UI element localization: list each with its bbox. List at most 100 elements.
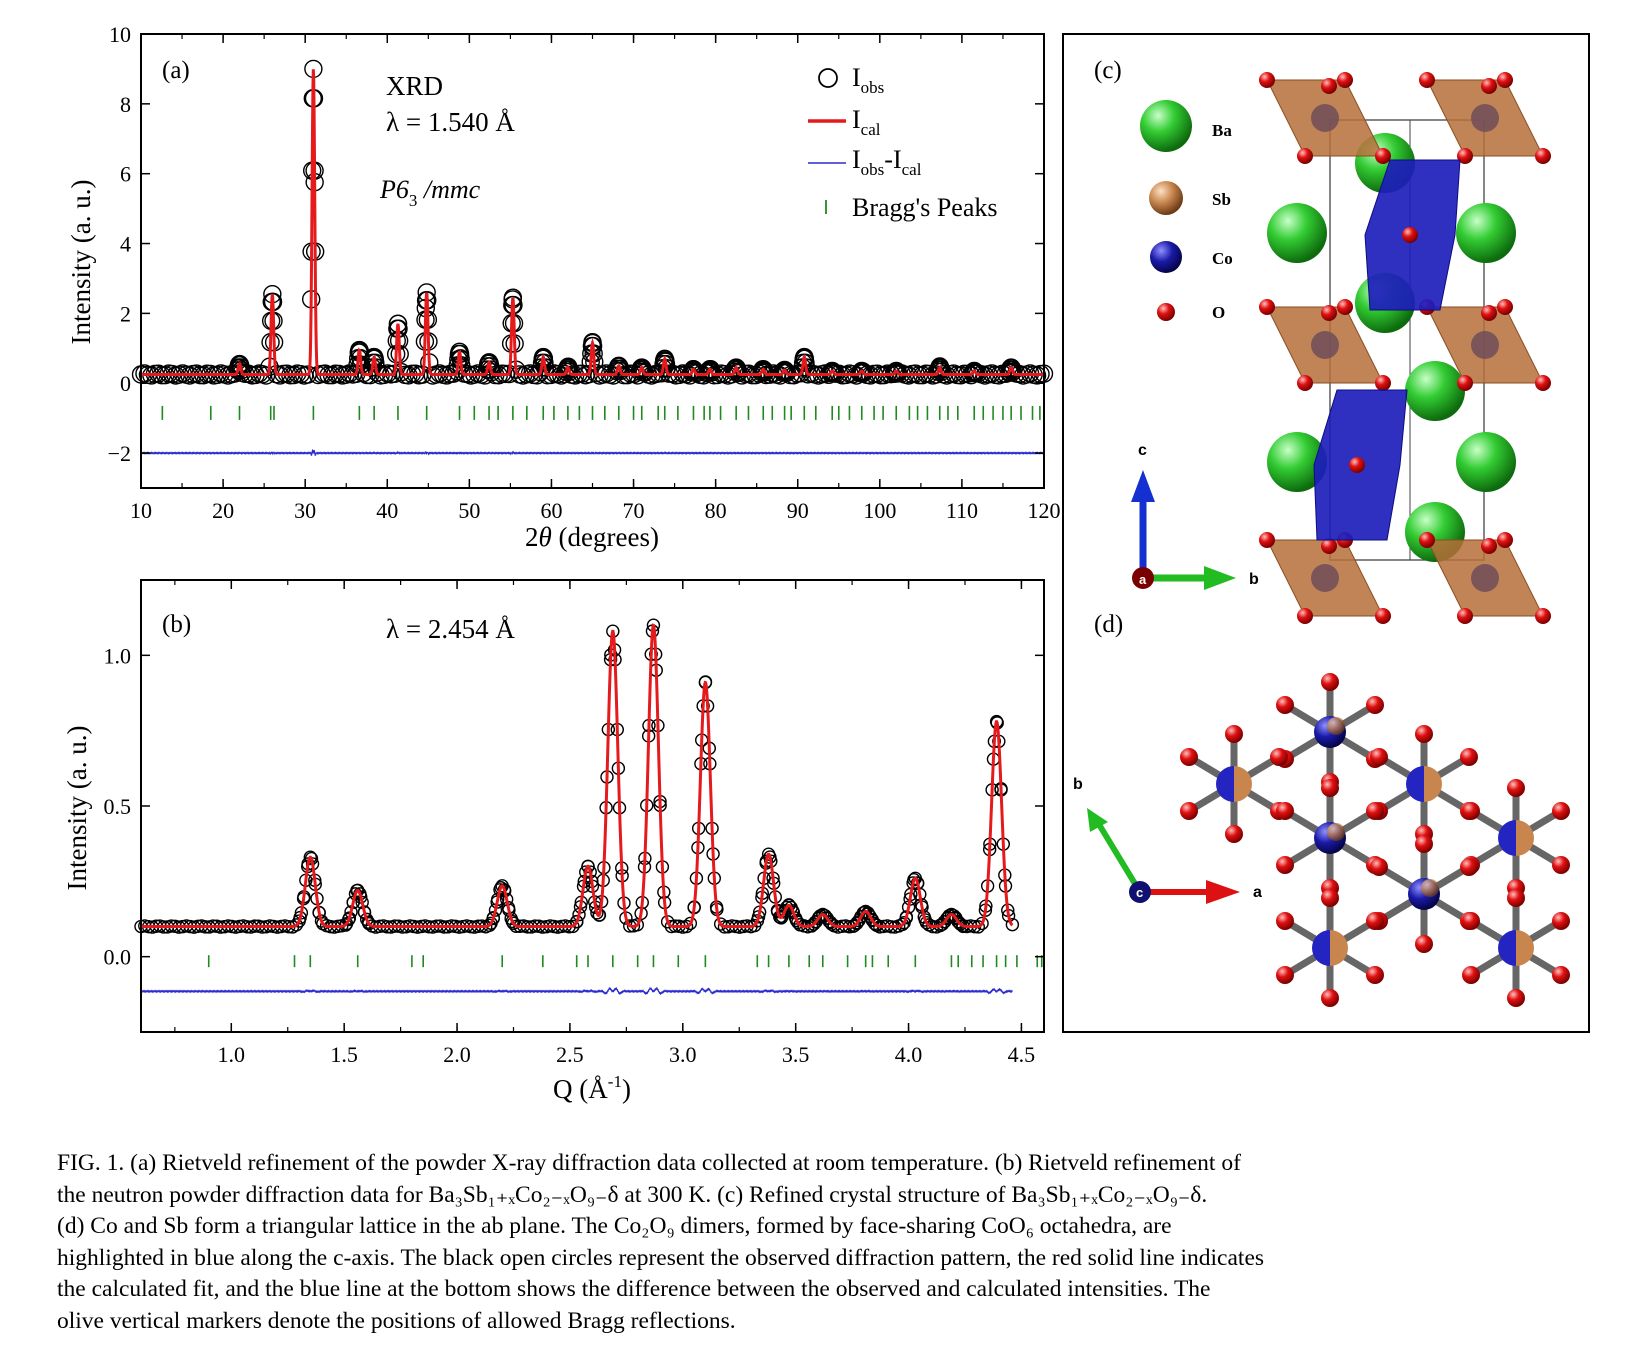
observed-point [728,362,748,381]
o-atom [1552,856,1570,874]
y-tick-label: 8 [120,92,131,117]
o-atom [1375,608,1391,624]
y-tick-label: 10 [109,22,131,47]
x-tick-label: 110 [946,498,978,523]
sb-atom [1311,331,1339,359]
o-atom [1497,72,1513,88]
panel-d-label: (d) [1094,611,1123,638]
o-atom [1321,989,1339,1007]
observed-point [560,362,579,381]
observed-point [481,360,501,379]
o-atom [1460,748,1478,766]
observed-point [919,915,934,930]
panel-a-y-ticks: −2 0 2 4 6 8 10 [108,22,1044,466]
o-atom [1321,305,1337,321]
observed-point [791,915,805,930]
x-tick-label: 3.5 [782,1042,810,1067]
x-tick-label: 50 [458,498,480,523]
caption-line-4: highlighted in blue along the c-axis. Th… [57,1244,1265,1271]
caption-line-5: the calculated fit, and the blue line at… [57,1276,1211,1303]
y-tick-label: 2 [120,301,131,326]
figure-caption: FIG. 1. (a) Rietveld refinement of the p… [57,1148,1592,1338]
axis-c-label: c [1138,442,1147,459]
o-atom [1337,299,1353,315]
observed-point [362,916,376,931]
observed-point [822,914,837,929]
x-tick-label: 30 [294,498,316,523]
observed-point [897,915,911,930]
o-atom [1370,748,1388,766]
o-atom [1415,835,1433,853]
o-atom [1366,802,1384,820]
legend-o-label: O [1212,303,1225,322]
o-atom [1321,779,1339,797]
o-atom [1259,72,1275,88]
o-atom [1507,889,1525,907]
observed-point [506,916,521,930]
axis-b-label: b [1249,571,1259,588]
o-atom [1507,779,1525,797]
co-sb-atom [1312,930,1348,966]
o-atom [1462,966,1480,984]
observed-point [581,859,595,873]
sb-atom [1471,331,1499,359]
legend-ba-label: Ba [1212,121,1232,140]
o-atom [1259,532,1275,548]
x-tick-label: 20 [212,498,234,523]
x-tick-label: 90 [787,498,809,523]
observed-point [755,363,775,382]
sb-atom [1421,879,1439,897]
caption-line-6: olive vertical markers denote the positi… [57,1307,736,1334]
ba-atom [1267,432,1327,492]
ba-atom [1456,432,1516,492]
panel-a-xrd-chart: 10 20 30 40 50 60 70 80 90 100 110 120 −2 0 2 4 6 8 10 (a… [66,22,1061,552]
panel-a-title: XRD [386,71,443,101]
observed-point [1003,362,1023,381]
bragg-peak-markers [161,405,1041,420]
panel-b-x-ticks: 1.0 1.5 2.0 2.5 3.0 3.5 4.0 4.5 [174,580,1035,1067]
panel-a-space-group: P63 /mmc [379,175,481,210]
axis-b-label-d: b [1073,776,1083,793]
sb-atom [1471,564,1499,592]
observed-point [314,914,329,928]
o-atom [1462,802,1480,820]
y-tick-label: 0.0 [104,945,132,970]
atom-legend: Ba Sb Co O [1140,100,1233,322]
legend-obs-marker [818,68,838,88]
panel-a-x-ticks: 10 20 30 40 50 60 70 80 90 100 110 120 [130,34,1061,523]
ba-atom [1267,203,1327,263]
observed-point [975,916,989,931]
o-atom [1535,608,1551,624]
panel-b-xlabel: Q (Å-1) [553,1072,631,1104]
observed-point [825,917,839,931]
sb-atom [1311,104,1339,132]
o-atom [1270,748,1288,766]
x-tick-label: 1.5 [330,1042,358,1067]
o-atom [1457,608,1473,624]
caption-line-2: the neutron powder diffraction data for … [57,1181,1208,1208]
observed-point [683,916,698,931]
sb-atom [1311,564,1339,592]
co-sb-atom [1216,766,1252,802]
observed-point [865,913,880,928]
o-atom [1419,72,1435,88]
co-atom-icon [1150,241,1182,273]
y-tick-label: 1.0 [104,643,132,668]
o-atom [1460,858,1478,876]
y-tick-label: 0 [120,371,131,396]
x-tick-label: 120 [1028,498,1061,523]
observed-point [932,362,951,381]
observed-point [570,915,584,929]
o-atom [1180,802,1198,820]
o-atom-icon [1157,303,1175,321]
axis-triad-c: c a b [1131,442,1259,590]
observed-point [750,914,765,928]
o-atom [1535,375,1551,391]
observed-point [1005,917,1020,932]
o-atom [1419,532,1435,548]
o-atom [1225,825,1243,843]
panel-a-xlabel: 2θ (degrees) [525,522,659,552]
panel-c-label: (c) [1094,57,1122,84]
o-atom [1507,989,1525,1007]
bragg-peak-markers [207,955,1043,968]
